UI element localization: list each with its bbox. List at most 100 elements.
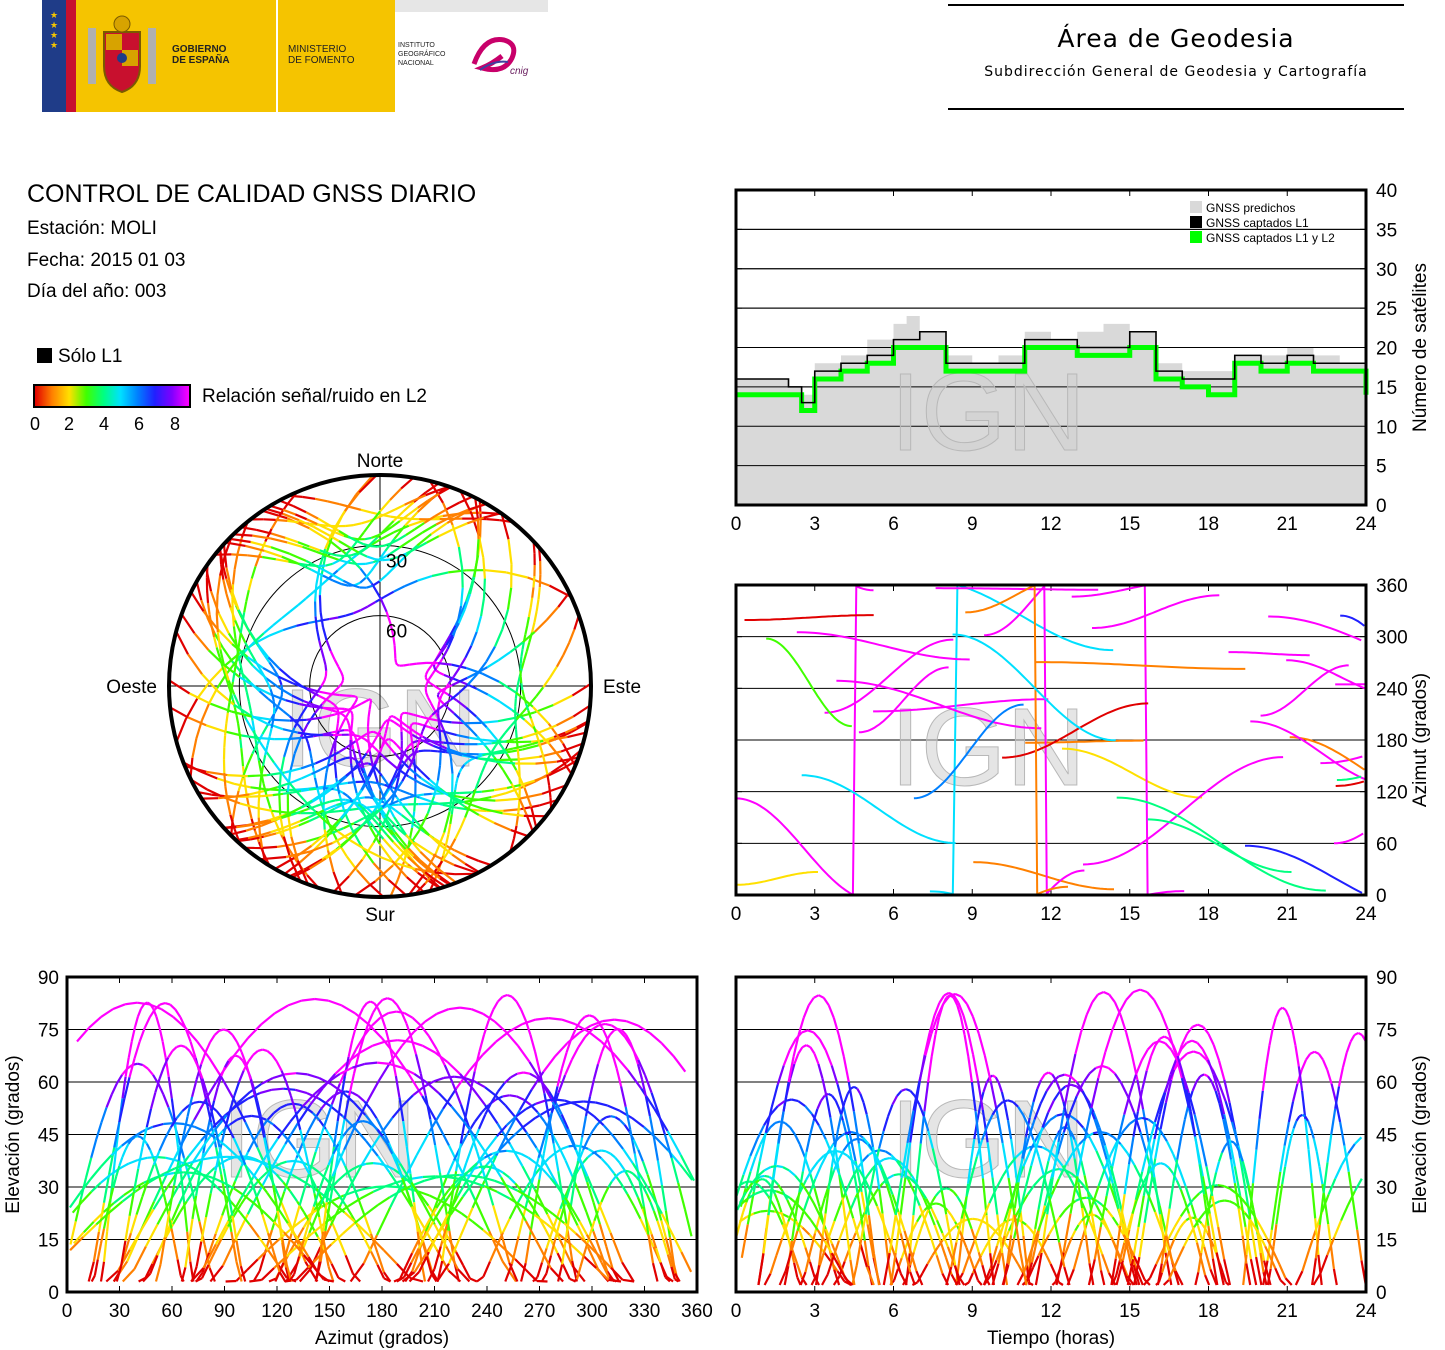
elaz-track-segment <box>423 1217 432 1230</box>
elaz-track-segment <box>424 1176 437 1182</box>
elaz-track-segment <box>363 1024 374 1037</box>
elt-track-segment <box>981 1202 991 1220</box>
elt-track-segment <box>1193 1114 1202 1140</box>
elaz-track-segment <box>589 1220 596 1232</box>
elaz-track-segment <box>549 1267 564 1283</box>
elt-track-segment <box>1269 1246 1275 1270</box>
elt-track-segment <box>1301 1090 1307 1120</box>
elt-track-segment <box>950 1214 957 1223</box>
elaz-track-segment <box>503 1076 512 1085</box>
elt-track-segment <box>1334 1086 1341 1109</box>
elt-track-segment <box>1042 1234 1050 1246</box>
ring-label-60: 60 <box>386 622 407 643</box>
sky-track-segment <box>328 742 336 758</box>
sky-track-segment <box>372 580 381 587</box>
elt-track-segment <box>986 1142 994 1178</box>
elt-track-segment <box>1160 1162 1165 1166</box>
elt-track-segment <box>784 1250 793 1272</box>
elt-track-segment <box>981 1125 989 1141</box>
elt-track-segment <box>1125 991 1135 1001</box>
elt-track-segment <box>768 1175 775 1181</box>
sky-track-segment <box>431 709 438 716</box>
elaz-track-segment <box>545 1223 560 1236</box>
sky-track-segment <box>278 774 282 794</box>
elt-track-segment <box>927 1210 936 1226</box>
elaz-track-segment <box>278 1167 293 1176</box>
elaz-track-segment <box>299 1129 307 1150</box>
sky-track-segment <box>351 819 370 834</box>
elt-track-segment <box>809 1120 815 1136</box>
sky-track-segment <box>364 848 381 858</box>
elt-track-segment <box>1250 1200 1256 1217</box>
elt-track-segment <box>797 1046 804 1055</box>
sky-track-segment <box>302 545 317 553</box>
sky-track-segment <box>250 786 267 791</box>
elaz-track-segment <box>609 1232 624 1263</box>
elaz-track-segment <box>137 1135 142 1139</box>
elt-track-segment <box>826 1257 835 1275</box>
elaz-track-segment <box>540 1273 548 1283</box>
elaz-track-segment <box>327 1153 335 1166</box>
satellite-track <box>1333 832 1364 845</box>
sky-track-segment <box>443 741 454 745</box>
elaz-track-segment <box>402 1121 408 1147</box>
elaz-track-segment <box>601 1028 609 1040</box>
sky-track-segment <box>210 625 216 638</box>
elaz-track-segment <box>244 1164 253 1181</box>
elt-track-segment <box>817 1154 825 1163</box>
y-tick-label: 240 <box>1376 679 1408 700</box>
elaz-track-segment <box>679 1163 694 1181</box>
elaz-track-segment <box>528 1196 542 1206</box>
sky-track-segment <box>429 870 441 880</box>
sky-track-segment <box>515 691 534 708</box>
elt-track-segment <box>1107 1067 1116 1075</box>
sky-track-segment <box>320 764 329 771</box>
elaz-track-segment <box>366 1080 380 1103</box>
elaz-track-segment <box>153 1173 165 1180</box>
sky-track-segment <box>310 758 315 769</box>
elaz-track-segment <box>376 1155 391 1174</box>
elt-track-segment <box>776 1065 785 1085</box>
sky-track-segment <box>460 764 466 769</box>
elaz-track-segment <box>332 1194 345 1202</box>
sky-track-segment <box>387 745 396 754</box>
elaz-track-segment <box>609 1029 615 1036</box>
sky-track-segment <box>283 862 300 875</box>
elaz-track-segment <box>208 1057 223 1078</box>
sky-track-segment <box>392 715 397 720</box>
elt-track-segment <box>1150 1044 1157 1057</box>
elt-track-segment <box>912 1239 919 1253</box>
sky-track-segment <box>370 561 379 572</box>
elt-track-segment <box>1264 1245 1272 1258</box>
elt-track-segment <box>1251 1149 1258 1184</box>
elt-track-segment <box>1133 1164 1143 1180</box>
elaz-track-segment <box>103 1202 115 1213</box>
elt-track-segment <box>747 1192 756 1199</box>
sky-track-segment <box>282 512 300 522</box>
elt-track-segment <box>1045 1255 1052 1265</box>
sky-track-segment <box>270 816 282 822</box>
sky-track-segment <box>348 725 352 732</box>
elaz-track-segment <box>157 1082 165 1095</box>
elt-track-segment <box>825 1095 832 1118</box>
satellite-track <box>965 583 1069 896</box>
sky-track-segment <box>309 564 319 568</box>
sky-track-segment <box>272 668 279 676</box>
elt-track-segment <box>801 1151 808 1172</box>
elaz-track-segment <box>481 1041 497 1056</box>
elaz-track-segment <box>222 1168 230 1193</box>
elaz-track-segment <box>167 1050 174 1059</box>
sky-track-segment <box>216 575 222 596</box>
sky-track-segment <box>339 803 354 820</box>
sky-track-segment <box>215 595 219 615</box>
elaz-track-segment <box>330 1263 340 1279</box>
elaz-track-segment <box>422 1044 436 1054</box>
sky-track-segment <box>251 720 256 731</box>
elt-track-segment <box>970 1138 976 1161</box>
elaz-track-segment <box>375 1117 384 1131</box>
satellite-track <box>744 614 874 621</box>
elt-track-segment <box>935 1219 944 1234</box>
elaz-track-segment <box>365 1204 379 1215</box>
sky-track-segment <box>337 666 343 673</box>
elt-track-segment <box>849 1232 857 1248</box>
